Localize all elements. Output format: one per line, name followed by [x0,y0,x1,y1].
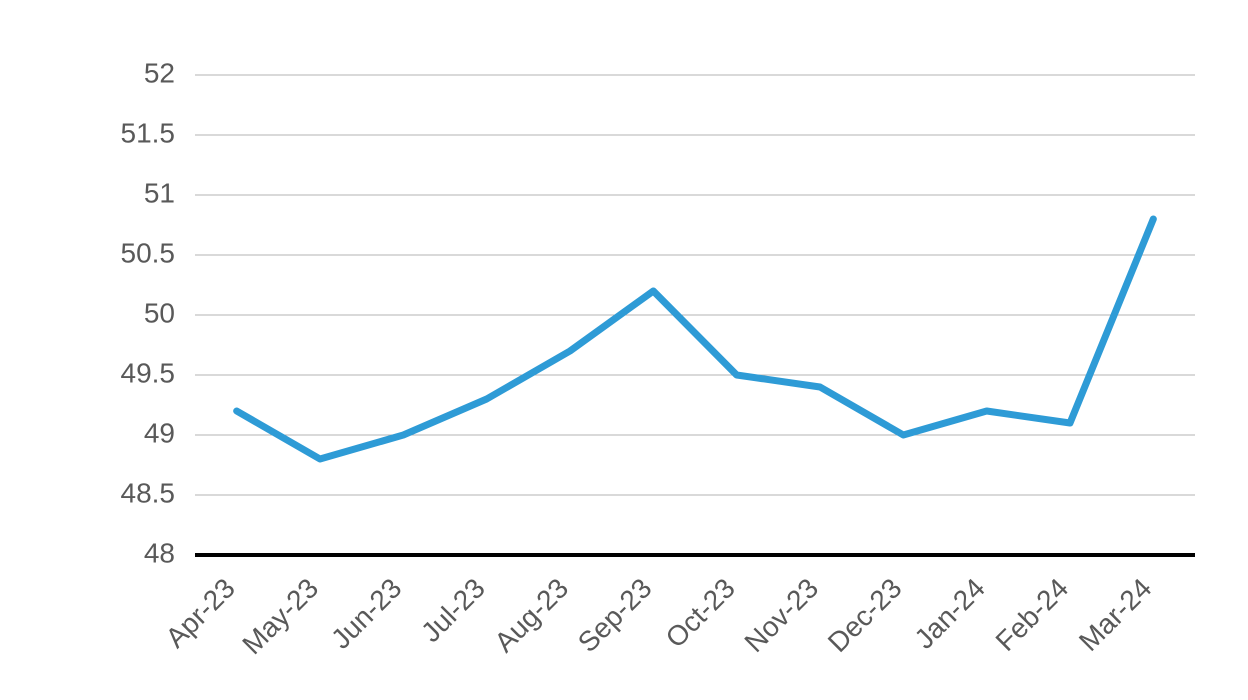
y-tick-label: 49 [144,417,175,448]
y-tick-label: 50 [144,297,175,328]
y-tick-label: 48.5 [121,477,176,508]
y-tick-label: 48 [144,537,175,568]
y-tick-label: 51 [144,177,175,208]
line-chart: 4848.54949.55050.55151.552Apr-23May-23Ju… [0,0,1248,700]
y-tick-label: 49.5 [121,357,176,388]
y-tick-label: 52 [144,57,175,88]
y-tick-label: 50.5 [121,237,176,268]
chart-svg: 4848.54949.55050.55151.552Apr-23May-23Ju… [0,0,1248,700]
y-tick-label: 51.5 [121,117,176,148]
